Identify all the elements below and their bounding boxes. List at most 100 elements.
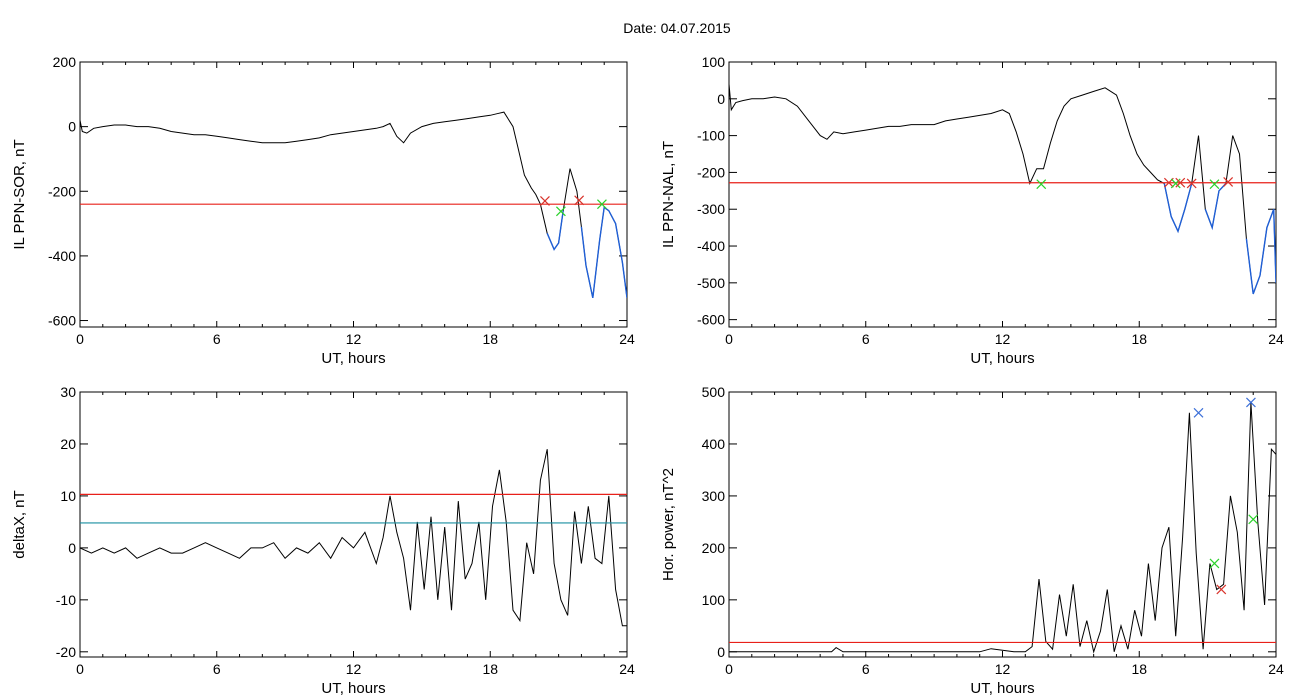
y-tick-label: -400 (48, 248, 76, 264)
chart-deltax: 0 6 12 18 24 30 20 10 0 -10 -20 UT, hours deltaX, nT (11, 384, 635, 697)
marker-stroke (574, 195, 585, 206)
y-tick-label: -600 (48, 313, 76, 329)
x-axis-title: UT, hours (970, 680, 1034, 697)
y-tick-label: -100 (697, 128, 725, 144)
x-axis-title: UT, hours (970, 350, 1034, 367)
marker-green (1209, 558, 1220, 569)
marker-stroke (1223, 177, 1234, 187)
y-tick-label: 20 (60, 436, 76, 452)
marker-stroke (1186, 178, 1197, 189)
y-tick-label: 500 (702, 384, 726, 400)
marker-blue (1246, 397, 1256, 408)
y-tick-label: -300 (697, 201, 725, 217)
y-tick-label: -20 (56, 644, 76, 660)
y-tick-label: -500 (697, 275, 725, 291)
x-tick-label: 24 (1268, 661, 1284, 677)
below-threshold-segment (1245, 208, 1276, 295)
y-tick-label: 400 (702, 436, 726, 452)
marker-stroke (1209, 179, 1220, 190)
y-tick-label: 100 (702, 54, 726, 70)
marker-red (574, 195, 585, 206)
x-tick-label: 24 (619, 661, 635, 677)
y-tick-label: 100 (702, 592, 726, 608)
y-tick-label: 0 (68, 119, 76, 135)
below-threshold-segment (1204, 183, 1227, 231)
y-tick-label: 30 (60, 384, 76, 400)
chart-nal: 0 6 12 18 24 100 0 -100 -200 -300 -400 -500 -600 UT, … (660, 54, 1284, 367)
marker-stroke (597, 199, 607, 210)
plot-frame (728, 391, 1277, 658)
marker-green (1248, 514, 1259, 525)
below-threshold-segment (580, 206, 627, 299)
y-tick-label: 10 (60, 488, 76, 504)
x-tick-label: 12 (995, 331, 1011, 347)
marker-stroke (1193, 407, 1204, 418)
marker-green (1036, 179, 1047, 190)
marker-stroke (1248, 514, 1259, 525)
x-tick-label: 18 (1131, 661, 1147, 677)
x-tick-label: 12 (346, 331, 362, 347)
data-layer (80, 449, 627, 627)
y-tick-label: -10 (56, 592, 76, 608)
below-threshold-segment (546, 210, 564, 251)
marker-blue (1193, 407, 1204, 418)
x-tick-label: 18 (482, 331, 498, 347)
x-tick-label: 12 (995, 661, 1011, 677)
x-tick-label: 18 (1131, 331, 1147, 347)
x-tick-label: 24 (1268, 331, 1284, 347)
marker-stroke (1036, 179, 1047, 190)
series-line (80, 449, 627, 627)
chart-sor: 0 6 12 18 24 200 0 -200 -400 -600 UT, hours IL PPN-… (11, 54, 635, 367)
x-tick-label: 0 (76, 331, 84, 347)
data-layer (729, 397, 1276, 654)
y-tick-label: -600 (697, 312, 725, 328)
y-tick-label: 0 (717, 91, 725, 107)
marker-stroke (1216, 584, 1227, 595)
marker-stroke (1246, 397, 1256, 408)
marker-green (597, 199, 607, 210)
data-layer (80, 111, 627, 299)
y-tick-label: 200 (702, 540, 726, 556)
x-tick-label: 6 (213, 331, 221, 347)
data-layer (729, 84, 1276, 295)
marker-green (555, 206, 566, 217)
plot-frame (79, 61, 628, 328)
y-tick-label: 300 (702, 488, 726, 504)
below-threshold-segment (1163, 183, 1193, 234)
y-tick-label: -200 (697, 164, 725, 180)
x-tick-label: 18 (482, 661, 498, 677)
marker-red (1186, 178, 1197, 189)
marker-red (1223, 177, 1234, 187)
y-tick-label: 200 (53, 54, 77, 70)
y-axis-title: Hor. power, nT^2 (660, 468, 677, 581)
marker-stroke (555, 206, 566, 217)
marker-stroke (1209, 558, 1220, 569)
marker-stroke (1175, 177, 1186, 188)
y-axis-title: IL PPN-SOR, nT (11, 139, 28, 249)
y-axis-title: IL PPN-NAL, nT (660, 141, 677, 248)
y-tick-label: 0 (68, 540, 76, 556)
x-tick-label: 6 (213, 661, 221, 677)
plot-frame (728, 61, 1277, 328)
series-line (729, 84, 1276, 295)
series-line (729, 402, 1276, 654)
marker-red (1216, 584, 1227, 595)
x-tick-label: 24 (619, 331, 635, 347)
y-tick-label: 0 (717, 644, 725, 660)
x-axis-title: UT, hours (321, 680, 385, 697)
marker-red (540, 196, 550, 206)
chart-horpower: 0 6 12 18 24 500 400 300 200 100 0 UT, hours Hor. po… (660, 384, 1284, 697)
y-tick-label: -400 (697, 238, 725, 254)
y-tick-label: -200 (48, 183, 76, 199)
x-tick-label: 6 (862, 331, 870, 347)
x-tick-label: 12 (346, 661, 362, 677)
y-axis-title: deltaX, nT (11, 490, 28, 558)
marker-green (1209, 179, 1220, 190)
x-axis-title: UT, hours (321, 350, 385, 367)
x-tick-label: 0 (76, 661, 84, 677)
plot-frame (79, 391, 628, 658)
x-tick-label: 6 (862, 661, 870, 677)
series-line (80, 111, 627, 299)
x-tick-label: 0 (725, 661, 733, 677)
